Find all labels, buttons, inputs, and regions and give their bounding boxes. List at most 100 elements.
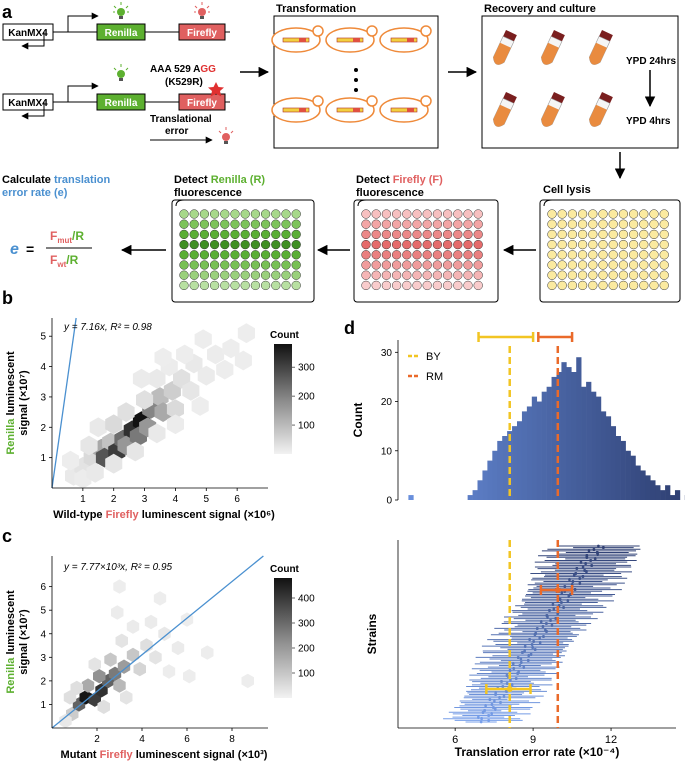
hex-bin [59,713,72,729]
well [649,270,659,280]
culture-tube-icon [493,30,517,65]
culture-tube-icon [589,30,613,65]
strain-point [568,578,571,582]
well [628,229,639,240]
well [432,229,443,240]
well [442,260,453,270]
well [240,219,250,229]
hex-bin [234,350,252,371]
strain-point [587,549,591,553]
well [473,260,483,270]
translational-error-label: Translational error [150,114,214,137]
strain-point [531,646,535,650]
hex-bin [148,368,166,389]
plate-corner [175,199,185,207]
legend-title: Count [270,564,300,575]
rm-strain-point [554,587,561,593]
mutation-label: AAA 529 AGG [150,64,216,75]
formula-eq: = [26,241,34,257]
well [402,260,412,270]
well [453,250,463,260]
well [473,250,483,260]
histogram-bar [556,372,562,500]
strain-point [554,617,558,621]
well [639,250,649,260]
strain-point [519,660,523,664]
well [381,280,392,291]
well [412,280,422,291]
well [281,219,291,229]
well [639,270,649,280]
well [577,270,588,280]
well [659,280,669,291]
well [639,209,649,219]
hex-bin [105,453,123,474]
well [391,270,402,280]
well [199,260,210,270]
well [189,270,199,280]
well [402,219,412,229]
transformation-title: Transformation [276,3,356,15]
well [361,239,371,250]
well [618,229,629,240]
well [453,260,463,270]
well [618,250,629,260]
well [659,250,669,260]
well [659,229,669,240]
strain-point [585,570,588,574]
well [618,239,629,250]
well [209,250,220,260]
histogram-bar [660,490,666,500]
strain-point [535,626,539,630]
well [432,260,443,270]
x-tick-label: 12 [605,734,617,746]
hex-bin [173,368,191,389]
strain-point [499,701,502,705]
hex-bin [183,669,196,684]
strain-point [542,635,545,638]
panel-label-b: b [2,288,13,308]
strain-point [581,565,585,569]
well [598,250,608,260]
culture-tube-icon [541,92,565,127]
well [281,280,291,291]
hex-bin [201,645,214,660]
well [473,239,483,250]
strain-point [590,563,594,567]
fit-equation: y = 7.16x, R² = 0.98 [63,322,152,333]
well [381,229,392,240]
panel-label-c: c [2,526,12,546]
plate-corner [357,199,367,207]
x-tick-label: 3 [142,494,148,505]
well [220,250,230,260]
well [547,280,557,291]
well [473,270,483,280]
firefly-box [178,23,226,41]
well [639,239,649,250]
well [250,280,261,291]
y-tick-label: 3 [40,392,46,403]
strain-point [545,614,549,617]
hex-bin [237,323,255,344]
legend-colorbar [274,578,292,698]
well [442,229,453,240]
plate-corner [543,199,553,207]
strain-point [593,557,597,561]
strain-point [575,567,579,571]
histogram-bar [615,436,621,500]
strain-point [501,685,505,688]
strain-point [487,714,491,717]
well [199,209,210,219]
renilla-label-2: Renilla [105,98,138,109]
well [463,239,473,250]
well [577,239,588,250]
well [567,280,578,291]
hex-bin [197,365,215,386]
well [412,209,422,219]
well [291,219,301,229]
well [240,229,250,240]
histogram-bar [620,440,626,500]
histogram-bar [536,401,542,500]
hex-bin [162,664,176,679]
